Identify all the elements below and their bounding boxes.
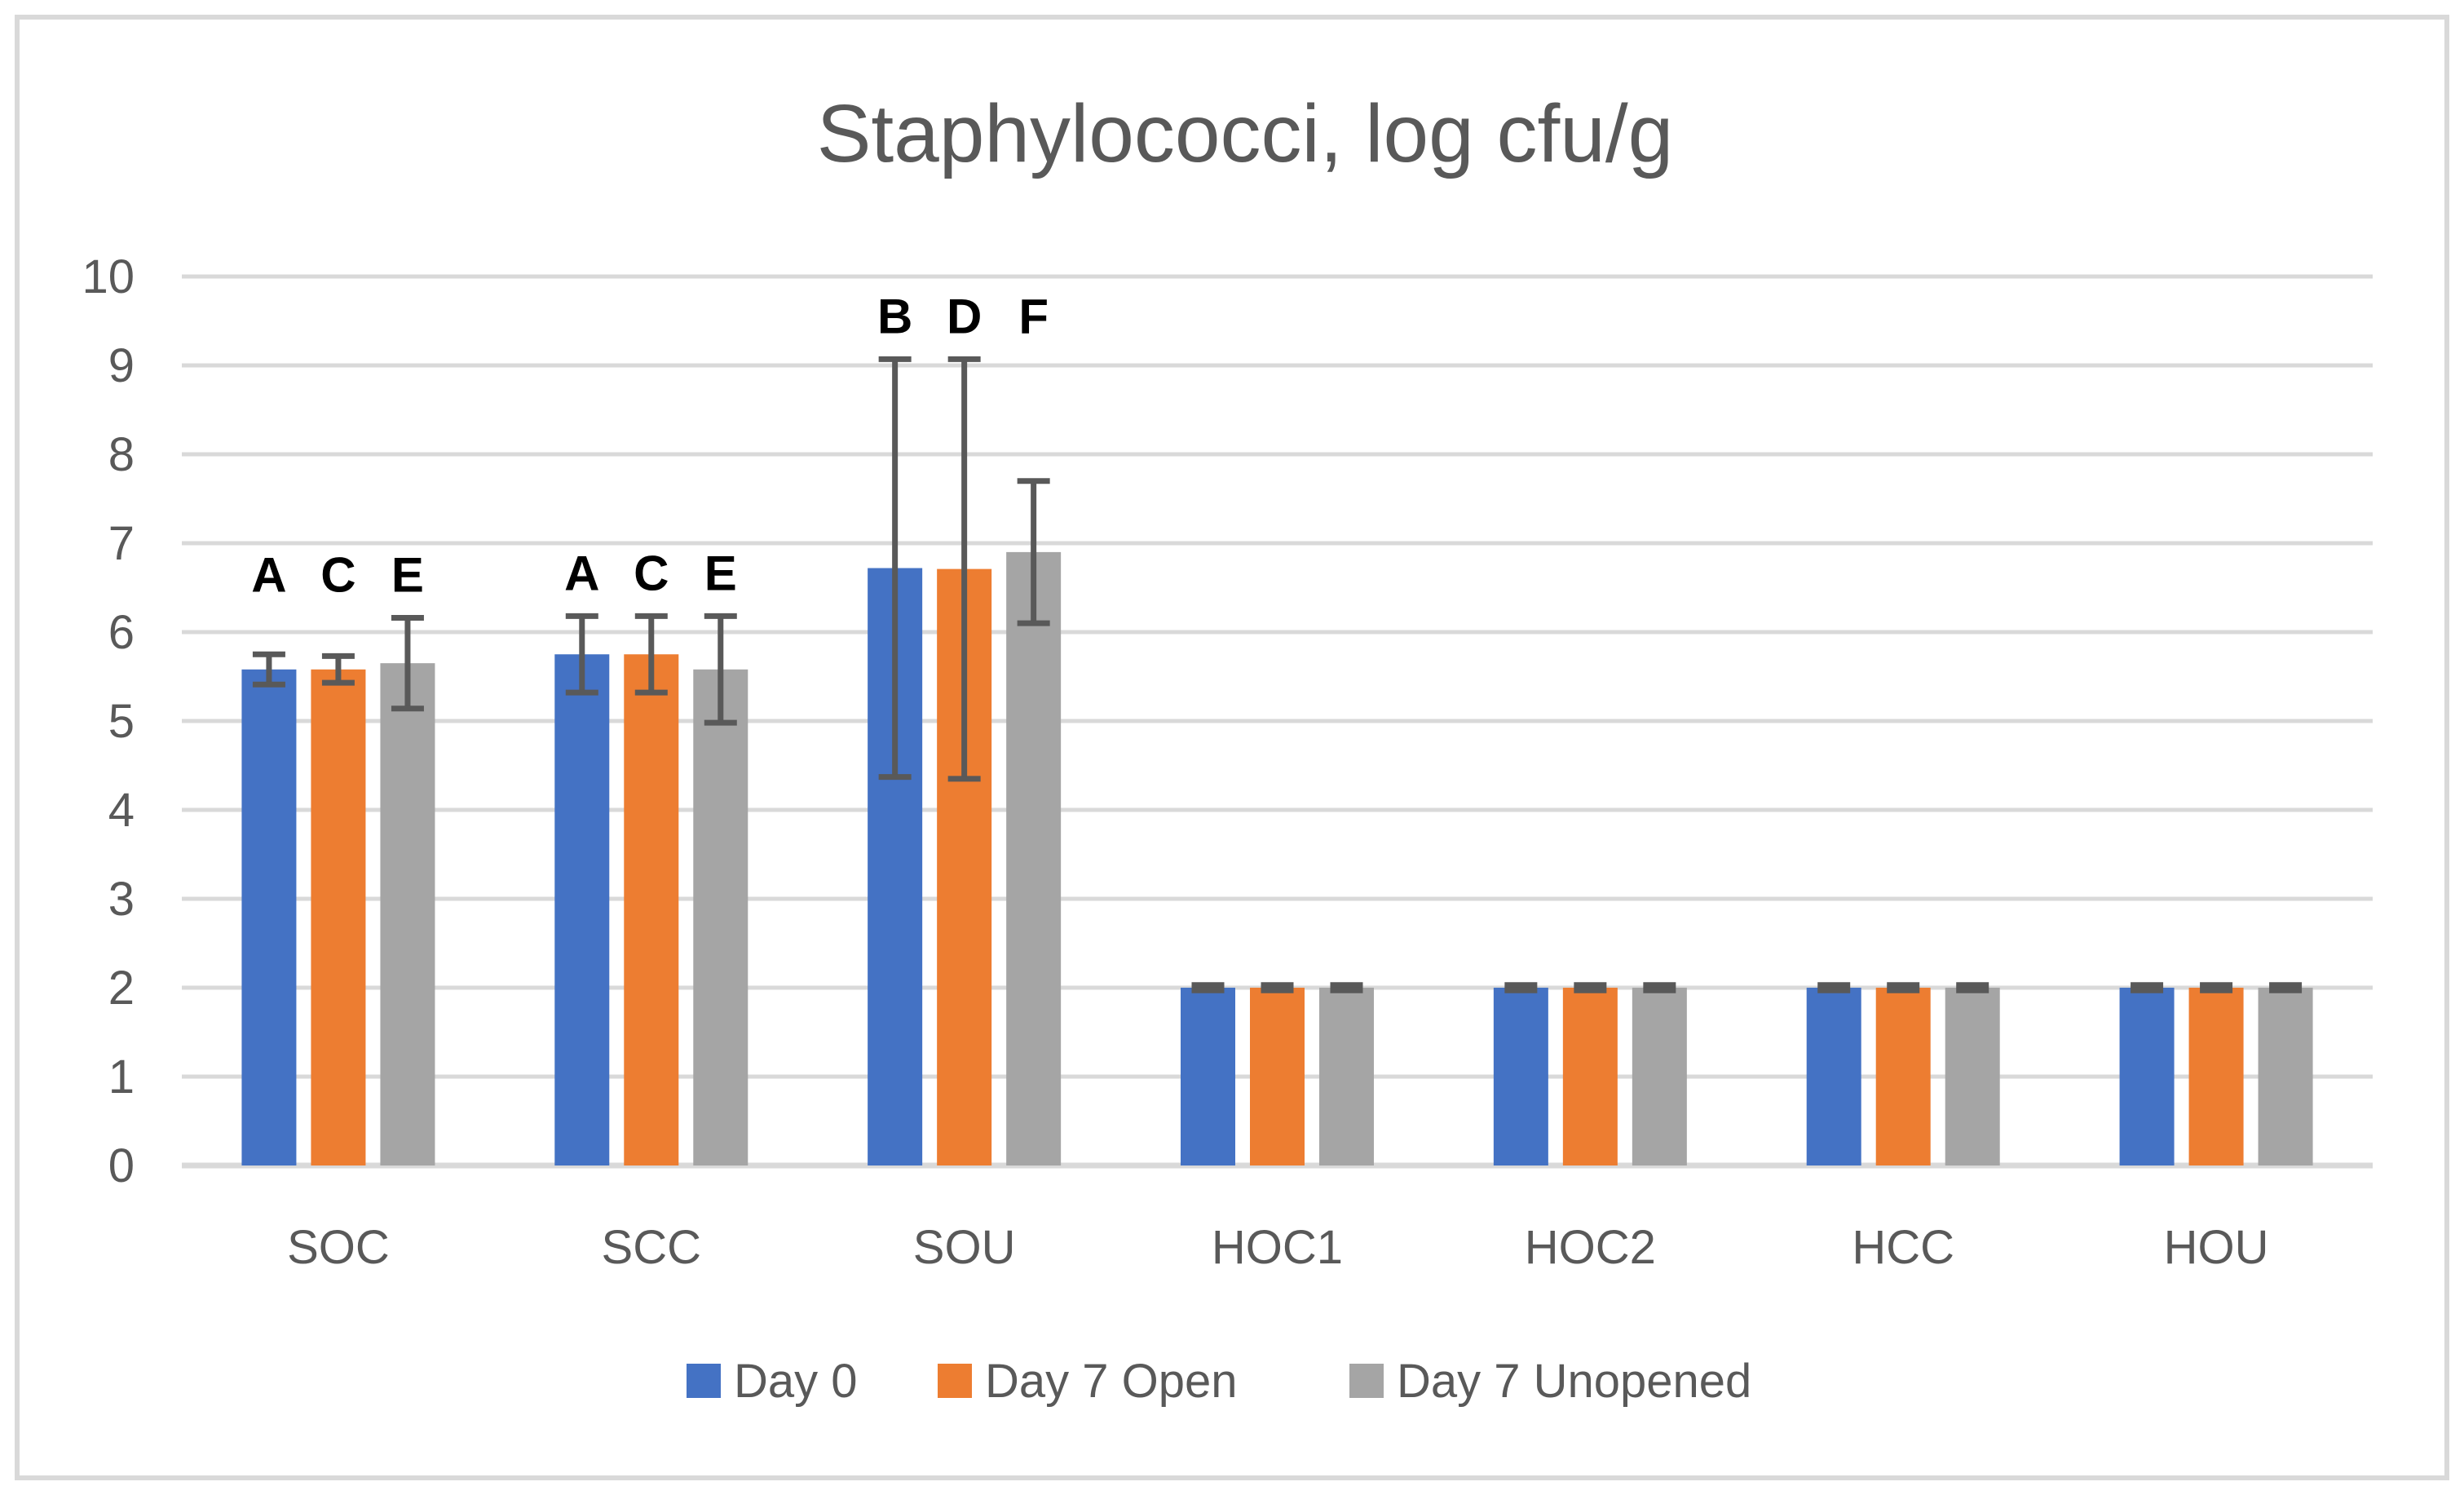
bar	[1319, 988, 1374, 1165]
x-axis-label: HOU	[2164, 1221, 2269, 1274]
gridlines	[182, 274, 2373, 1169]
bar	[2188, 988, 2244, 1165]
significance-letter: C	[320, 548, 355, 603]
y-axis: 0 1 2 3 4 5 6 7 8 9 10	[82, 250, 135, 1192]
y-axis-tick-label: 0	[108, 1139, 135, 1192]
bar	[1945, 988, 2000, 1165]
legend-label: Day 0	[734, 1354, 858, 1408]
x-axis-label: HOC1	[1212, 1221, 1343, 1274]
significance-letter: A	[251, 548, 286, 603]
legend-swatch	[938, 1364, 972, 1398]
legend-entry: Day 0	[687, 1355, 858, 1408]
bar	[1250, 988, 1305, 1165]
bar	[1632, 988, 1687, 1165]
bar	[624, 654, 679, 1165]
bar	[311, 669, 366, 1165]
y-axis-tick-label: 5	[108, 695, 135, 748]
significance-letter: A	[564, 546, 599, 600]
y-axis-tick-label: 2	[108, 962, 135, 1015]
x-axis-label: SOC	[287, 1221, 390, 1274]
legend-swatch	[1349, 1364, 1384, 1398]
bar	[380, 663, 435, 1165]
bar	[2119, 988, 2175, 1165]
legend-swatch	[687, 1364, 721, 1398]
y-axis-tick-label: 3	[108, 873, 135, 926]
bar	[1493, 988, 1548, 1165]
y-axis-tick-label: 4	[108, 784, 135, 837]
y-axis-tick-label: 10	[82, 250, 135, 303]
legend-entry: Day 7 Open	[938, 1355, 1238, 1408]
x-axis-label: HOC2	[1525, 1221, 1656, 1274]
bar	[693, 669, 748, 1165]
significance-letter: C	[634, 546, 669, 600]
y-axis-tick-label: 6	[108, 606, 135, 659]
x-axis: SOC SCC SOU HOC1 HOC2 HCC HOU	[287, 1221, 2268, 1274]
chart-border	[15, 15, 2449, 1480]
legend-entry: Day 7 Unopened	[1349, 1355, 1751, 1408]
significance-letter: F	[1018, 289, 1049, 343]
legend-label: Day 7 Open	[985, 1354, 1238, 1408]
bar	[1181, 988, 1235, 1165]
bar	[1562, 988, 1618, 1165]
x-axis-label: HCC	[1852, 1221, 1954, 1274]
bar	[1006, 551, 1062, 1165]
bar	[554, 654, 610, 1165]
bar	[1806, 988, 1861, 1165]
y-axis-tick-label: 1	[108, 1050, 135, 1104]
bar	[1875, 988, 1931, 1165]
error-bars	[252, 356, 2303, 993]
legend-label: Day 7 Unopened	[1397, 1354, 1752, 1408]
significance-letter: E	[391, 548, 424, 603]
significance-letter: E	[704, 546, 737, 600]
chart-title: Staphylococci, log cfu/g	[817, 88, 1674, 179]
significance-letter: B	[877, 289, 912, 343]
bar-series	[241, 551, 2313, 1165]
bar	[241, 669, 297, 1165]
y-axis-tick-label: 7	[108, 517, 135, 570]
significance-letters: A C E A C EB D F	[251, 289, 1049, 602]
x-axis-label: SOU	[913, 1221, 1016, 1274]
y-axis-tick-label: 9	[108, 339, 135, 392]
bar	[2258, 988, 2313, 1165]
x-axis-label: SCC	[602, 1221, 701, 1274]
significance-letter: D	[947, 289, 982, 343]
y-axis-tick-label: 8	[108, 428, 135, 481]
